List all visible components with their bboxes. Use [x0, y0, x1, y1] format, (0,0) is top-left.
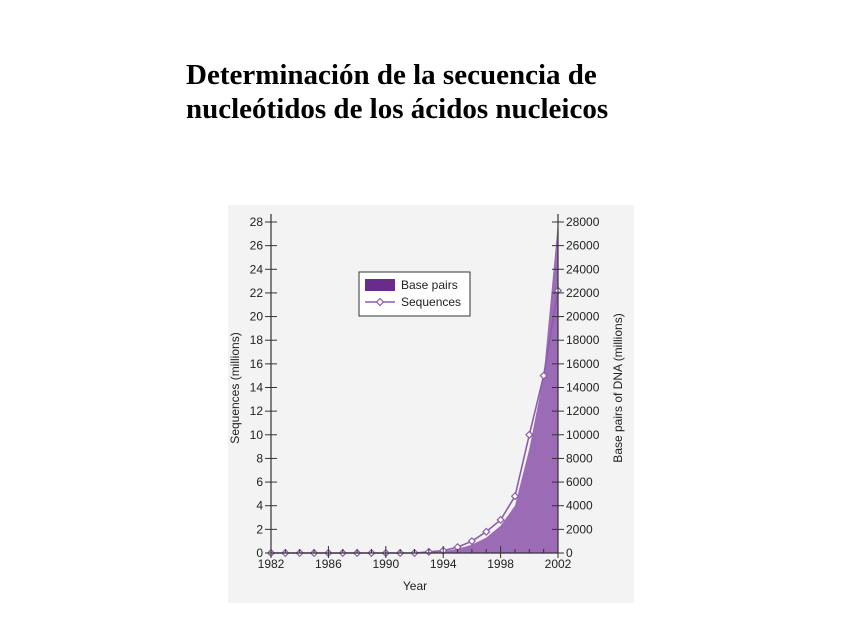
sequences-point: [525, 430, 534, 439]
x-tick-label: 1990: [372, 557, 399, 571]
y-tick-label-left: 26: [250, 239, 264, 253]
y-tick-label-right: 12000: [566, 404, 600, 418]
ticks-layer: 0246810121416182022242628020004000600080…: [250, 215, 600, 571]
y-tick-label-right: 2000: [566, 522, 593, 536]
y-tick-label-left: 22: [250, 286, 264, 300]
y-axis-label-right: Base pairs of DNA (millions): [611, 313, 625, 462]
y-tick-label-right: 0: [566, 546, 573, 560]
y-tick-label-right: 10000: [566, 428, 600, 442]
legend-marker-sequences: [375, 297, 385, 307]
y-tick-label-left: 10: [250, 428, 264, 442]
y-tick-label-right: 26000: [566, 239, 600, 253]
x-tick-label: 1998: [487, 557, 514, 571]
x-axis-label: Year: [403, 579, 427, 593]
sequences-point: [539, 371, 548, 380]
y-tick-label-right: 6000: [566, 475, 593, 489]
legend-label-base-pairs: Base pairs: [401, 278, 458, 292]
y-tick-label-left: 16: [250, 357, 264, 371]
y-tick-label-right: 22000: [566, 286, 600, 300]
y-tick-label-right: 4000: [566, 499, 593, 513]
base-pairs-area: [271, 222, 558, 553]
y-tick-label-left: 20: [250, 310, 264, 324]
x-tick-label: 2002: [545, 557, 572, 571]
y-tick-label-left: 18: [250, 333, 264, 347]
slide-title-line-2: nucleótidos de los ácidos nucleicos: [186, 93, 609, 125]
y-tick-label-left: 14: [250, 381, 264, 395]
sequences-point: [496, 515, 505, 525]
y-tick-label-left: 6: [256, 475, 263, 489]
y-tick-label-left: 8: [256, 451, 263, 465]
sequences-point: [510, 492, 520, 501]
y-tick-label-right: 24000: [566, 262, 600, 276]
x-tick-label: 1982: [258, 557, 285, 571]
y-tick-label-right: 16000: [566, 357, 600, 371]
y-tick-label-right: 28000: [566, 215, 600, 229]
y-tick-label-left: 28: [250, 215, 264, 229]
sequences-point: [482, 527, 491, 536]
sequences-point: [467, 537, 477, 546]
y-tick-label-left: 0: [256, 546, 263, 560]
axes-layer: [270, 214, 559, 554]
y-tick-label-right: 20000: [566, 310, 600, 324]
legend: Base pairs Sequences: [358, 271, 471, 317]
slide-title: Determinación de la secuencia de nucleót…: [186, 58, 746, 126]
y-tick-label-left: 4: [256, 499, 263, 513]
area-layer: [271, 222, 558, 553]
sequence-growth-chart: 0246810121416182022242628020004000600080…: [228, 214, 625, 593]
y-tick-label-left: 24: [250, 262, 264, 276]
y-tick-label-left: 2: [256, 522, 263, 536]
y-axis-label-left: Sequences (millions): [228, 332, 242, 443]
x-tick-label: 1994: [430, 557, 457, 571]
chart-panel: 0 2 4 6 8 10 12 14 16 18 20 22 24 26 28 0 2000 4000 6000 80…: [228, 205, 634, 603]
y-tick-label-left: 12: [250, 404, 264, 418]
y-tick-label-right: 8000: [566, 451, 593, 465]
y-tick-label-right: 18000: [566, 333, 600, 347]
slide-title-line-1: Determinación de la secuencia de: [186, 59, 597, 91]
legend-label-sequences: Sequences: [401, 295, 461, 309]
y-tick-label-right: 14000: [566, 381, 600, 395]
legend-swatch-base-pairs: [365, 279, 395, 291]
x-tick-label: 1986: [315, 557, 342, 571]
